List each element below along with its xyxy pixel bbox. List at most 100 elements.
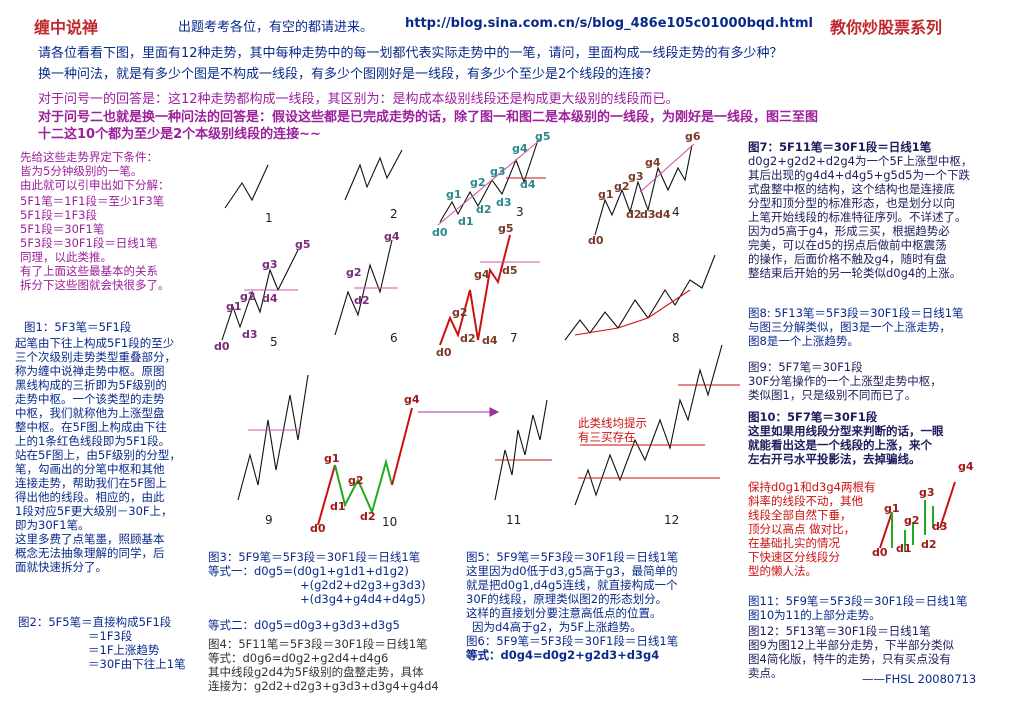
fig7-body: 上笔开始线段的标准特征序列。不详述了。 <box>748 210 967 224</box>
answer-line-3: 十二这10个都为至少是2个本级别线段的连接~~ <box>38 127 321 142</box>
fig1-line: 即为30F1笔。 <box>15 518 90 532</box>
fig1-line: 概念无法抽象理解的同学，后 <box>15 546 165 560</box>
fig1-line: 笔，勾画出的分笔中枢和其他 <box>15 462 165 476</box>
fig10-body: 这里如果用线段分型来判断的话，一眼 <box>748 424 944 438</box>
point-label: d1 <box>896 542 912 555</box>
rule-notes: 5F1笔＝1F1段＝至少1F3笔 5F1段＝1F3段 5F1段＝30F1笔 5F… <box>20 194 170 292</box>
point-label: g4 <box>512 142 528 155</box>
point-label: g3 <box>628 170 644 183</box>
fig5-notes: 图5：5F9笔＝5F3段＝30F1段＝日线1笔 这里因为d0低于d3,g5高于g… <box>466 550 678 662</box>
point-label: g1 <box>598 188 614 201</box>
fig8-red <box>574 289 691 336</box>
question-line-1: 请各位看看下图，里面有12种走势，其中每种走势中的每一划都代表实际走势中的一笔，… <box>38 46 783 61</box>
fig6-path <box>334 239 393 336</box>
fig7-body: 因为d5高于g4，形成三买，根据趋势必 <box>748 224 950 238</box>
fig8-body: 图8是一个上涨趋势。 <box>748 334 859 348</box>
rule-line: 5F1段＝1F3段 <box>20 208 97 222</box>
fig1-line: 1段对应5F更大级别－30F上， <box>15 504 173 518</box>
fig1-line: 上的1条红色线段即为5F1段。 <box>15 434 171 448</box>
rule-line: 5F1笔＝1F1段＝至少1F3笔 <box>20 194 165 208</box>
point-label: d0 <box>432 226 448 239</box>
point-label: d3 <box>496 196 512 209</box>
fig10-red-line: 顶分以高点 做对比， <box>748 522 856 536</box>
series-title: 教你炒股票系列 <box>830 18 943 37</box>
point-label: d1 <box>458 215 474 228</box>
fig11-note-line: 有三买存在 <box>578 430 636 444</box>
point-label: d5 <box>502 264 518 277</box>
fig11-body: 图11：5F9笔＝5F3段＝30F1段＝日线1笔 <box>748 594 968 608</box>
point-label: g5 <box>498 222 514 235</box>
fig7-body: 整结束后开始的另一轮类似d0g4的上涨。 <box>748 266 962 280</box>
point-label: g2 <box>346 266 362 279</box>
fig10-body: 左右开弓水平投影法，去掉骗线。 <box>748 452 921 466</box>
point-label: g1 <box>226 300 242 313</box>
fig10-red-line: 型的懒人法。 <box>748 564 817 578</box>
fig10-red-line: 保持d0g1和d3g4两根有 <box>748 480 876 494</box>
fig7-notes: 图7：5F11笔＝30F1段＝日线1笔 d0g2+g2d2+d2g4为一个5F上… <box>748 140 972 280</box>
fig8-notes: 图8: 5F13笔＝5F3段＝30F1段＝日线1笔 与图三分解类似，图3是一个上… <box>748 306 964 348</box>
fig9-body: 30F分笔操作的一个上涨型走势中枢， <box>748 374 942 388</box>
point-label: d2 <box>460 332 476 345</box>
fig12-path <box>574 344 723 506</box>
point-label: g5 <box>295 238 311 251</box>
fig1-line: 整中枢。在5F图上构成由下往 <box>15 420 167 434</box>
fig3-notes: 图3：5F9笔＝5F3段＝30F1段＝日线1笔 等式一：d0g5=(d0g1+g… <box>208 550 426 606</box>
point-label: d0 <box>310 522 326 535</box>
fig-number: 2 <box>390 207 398 221</box>
fig5-path <box>221 249 299 341</box>
fig10-green-2 <box>371 458 393 513</box>
point-label: d0 <box>214 340 230 353</box>
fig1-line: 连接走势，帮助我们在5F图上 <box>15 476 167 490</box>
point-label: d4 <box>520 178 536 191</box>
point-label: g5 <box>535 130 551 143</box>
signature: ——FHSL 20080713 <box>862 672 977 686</box>
fig9-body: 类似图1，只是级别不同而已了。 <box>748 388 917 402</box>
fig1-line: 三个次级别走势类型重叠部分， <box>15 350 176 364</box>
fig12-body: 图12：5F13笔＝30F1段＝日线1笔 <box>748 624 931 638</box>
fig1-line: 这里多费了点笔墨，照顾基本 <box>15 532 165 546</box>
fig7-body: 式盘整中枢的结构，这个结构也是连接底 <box>748 182 955 196</box>
fig1-line: 黑线构成的三折即为5F级别的 <box>15 378 167 392</box>
point-label: g3 <box>262 258 278 271</box>
fig5-title: 图5：5F9笔＝5F3段＝30F1段＝日线1笔 <box>466 550 679 564</box>
fig3-eq2: 等式二：d0g5=d0g3+g3d3+d3g5 <box>208 618 400 632</box>
fig2-line: 图2：5F5笔＝直接构成5F1段 <box>18 615 172 629</box>
fig9-path <box>237 374 309 501</box>
fig1-line: 面就快速拆分了。 <box>15 560 107 574</box>
fig5-body: 这样的直接划分要注意高低点的位置。 <box>466 606 662 620</box>
question-line-2: 换一种问法，就是有多少个图是不构成一线段，有多少个图刚好是一线段，有多少个至少是… <box>38 67 658 82</box>
point-label: g4 <box>474 268 490 281</box>
point-label: g2 <box>904 514 920 527</box>
fig1-line: 中枢，我们就称他为上涨型盘 <box>15 406 165 420</box>
fig1-line: 得出他的线段。相应的，由此 <box>15 490 165 504</box>
fig-number: 11 <box>506 513 521 527</box>
point-label: g1 <box>324 452 340 465</box>
blog-url-link[interactable]: http://blog.sina.com.cn/s/blog_486e105c0… <box>405 16 813 31</box>
fig-number: 12 <box>664 513 679 527</box>
point-label: g4 <box>645 156 661 169</box>
small-d0g1 <box>879 511 893 549</box>
fig12-body: 图4简化版，特牛的走势，只有买点没有 <box>748 652 951 666</box>
rule-line: 同理，以此类推。 <box>20 250 112 264</box>
brand-title: 缠中说禅 <box>34 18 99 37</box>
fig-number: 7 <box>510 331 518 345</box>
point-label: g3 <box>490 165 506 178</box>
premise-line: 由此就可以引申出如下分解： <box>20 178 170 192</box>
fig2-line: ＝30F由下往上1笔 <box>88 657 186 671</box>
fig10-red-1 <box>317 464 336 526</box>
fig10-body: 图10：5F7笔＝30F1段 <box>748 410 878 424</box>
fig-number: 3 <box>516 205 524 219</box>
fig7-path <box>439 234 511 346</box>
point-label: d0 <box>436 346 452 359</box>
fig10-red-line: 斜率的线段不动，其他 <box>748 494 863 508</box>
fig9-notes: 图9：5F7笔＝30F1段 30F分笔操作的一个上涨型走势中枢， 类似图1，只是… <box>748 360 942 402</box>
fig10-red-notes: 保持d0g1和d3g4两根有 斜率的线段不动，其他 线段全部自然下垂， 顶分以高… <box>748 480 875 578</box>
point-label: g6 <box>685 130 701 143</box>
fig3-path <box>439 139 539 223</box>
fig10-red-line: 线段全部自然下垂， <box>748 508 852 522</box>
fig-number: 4 <box>672 205 680 219</box>
point-label: d1 <box>330 500 346 513</box>
fig4-title: 图4：5F11笔＝5F3段＝30F1段＝日线1笔 <box>208 637 428 651</box>
fig10-arrowhead <box>489 407 500 417</box>
